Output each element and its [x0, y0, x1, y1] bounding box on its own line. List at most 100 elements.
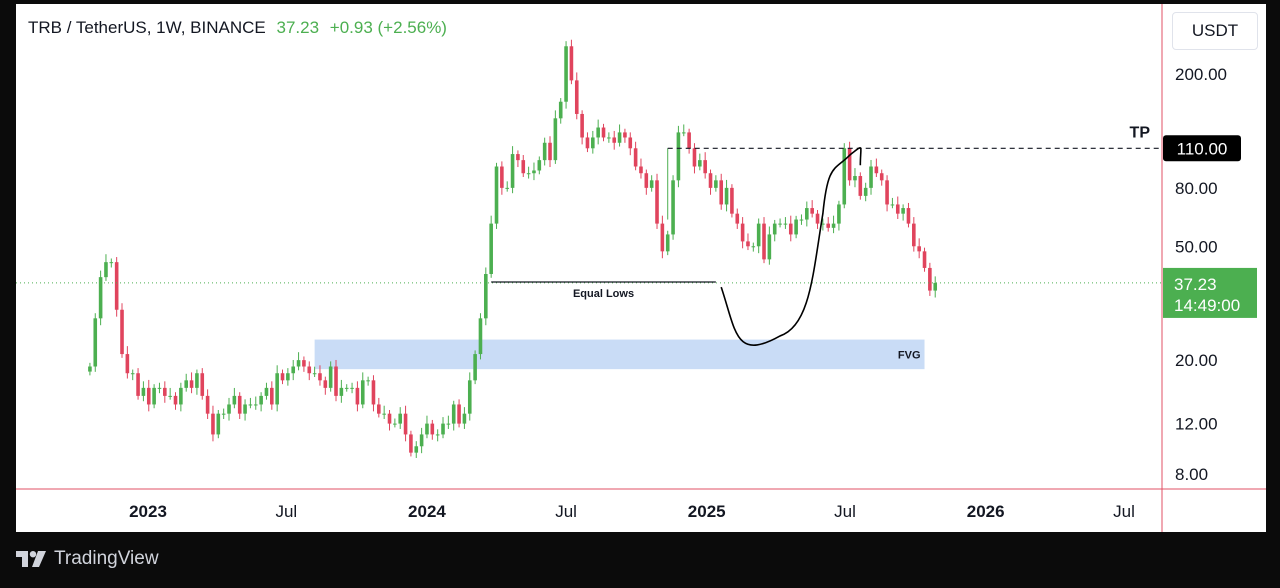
candle: [548, 136, 552, 168]
candle: [120, 303, 124, 358]
candle-body: [141, 387, 146, 396]
candle-body: [227, 404, 231, 414]
candle: [216, 409, 221, 439]
candle-body: [847, 148, 852, 181]
candle: [243, 399, 247, 421]
candle-body: [730, 187, 734, 214]
candle-body: [580, 113, 584, 138]
tradingview-logo-icon: [16, 551, 46, 567]
candle: [933, 276, 938, 298]
candle-body: [569, 46, 574, 81]
candle: [398, 407, 403, 429]
candle-body: [676, 132, 681, 181]
candle: [248, 397, 253, 409]
tp-price-label: 110.00: [1177, 139, 1228, 158]
candle: [114, 257, 119, 317]
candle-body: [810, 208, 814, 214]
candle: [382, 405, 386, 419]
candle: [794, 215, 798, 239]
candle-body: [350, 387, 354, 389]
candle: [601, 123, 606, 142]
x-tick-label: Jul: [834, 502, 856, 521]
candle-body: [478, 318, 483, 355]
candle-body: [783, 223, 788, 225]
candle-body: [815, 213, 820, 224]
candle-body: [425, 423, 429, 435]
brand-name: TradingView: [54, 548, 159, 569]
candle-body: [125, 354, 130, 374]
candle-body: [623, 132, 627, 138]
candle-body: [692, 148, 697, 167]
candle-body: [821, 223, 825, 225]
candle: [318, 365, 322, 386]
candle: [526, 166, 531, 179]
candle: [98, 270, 103, 326]
chart-canvas[interactable]: FVG Equal Lows TP 200.00 80.00 50.00 20.00 12…: [16, 4, 1266, 532]
candle-body: [799, 219, 804, 221]
candle-body: [617, 132, 622, 143]
candle: [858, 172, 863, 200]
candle: [703, 152, 707, 179]
candle: [312, 366, 317, 378]
candle: [735, 208, 740, 229]
candle: [179, 382, 183, 412]
candle: [334, 359, 338, 402]
candle-body: [200, 373, 205, 396]
candle: [307, 361, 312, 381]
candle: [494, 162, 499, 229]
candle-body: [526, 173, 531, 175]
candle-body: [366, 380, 370, 382]
currency-button[interactable]: USDT: [1172, 12, 1258, 50]
candle: [371, 375, 376, 412]
candle-body: [837, 204, 841, 224]
candle-body: [232, 395, 237, 405]
candle: [109, 258, 114, 268]
candle-body: [665, 234, 670, 252]
candle: [644, 169, 649, 195]
candle-body: [179, 387, 183, 405]
candle: [200, 368, 205, 400]
candle: [264, 382, 269, 400]
candle-body: [462, 413, 467, 424]
candle-body: [644, 173, 649, 188]
candle: [125, 346, 130, 379]
candle: [901, 204, 905, 221]
candle: [842, 143, 847, 209]
candle: [211, 405, 215, 442]
candle: [665, 230, 670, 256]
candle-body: [922, 251, 927, 268]
candle-body: [243, 404, 247, 414]
candle-body: [398, 413, 403, 424]
candle: [457, 399, 461, 428]
candle-body: [842, 148, 847, 205]
candle: [917, 238, 921, 259]
candle: [853, 168, 857, 188]
candle-body: [548, 142, 552, 161]
candle-body: [655, 180, 659, 224]
candle-body: [762, 223, 766, 260]
y-tick-label: 8.00: [1175, 465, 1208, 484]
candle-body: [184, 380, 189, 388]
candle: [778, 218, 782, 228]
x-tick-label: 2026: [967, 502, 1005, 521]
x-tick-label: 2025: [688, 502, 726, 521]
candle: [205, 389, 210, 419]
candle: [93, 313, 98, 372]
candle-body: [98, 277, 103, 319]
candle-body: [484, 274, 488, 319]
candle-body: [906, 208, 911, 224]
candle: [184, 373, 189, 392]
candle-body: [831, 223, 836, 228]
candle: [446, 415, 451, 429]
candle: [532, 162, 536, 181]
candle-body: [687, 132, 691, 149]
candle: [895, 196, 900, 219]
candle: [788, 215, 793, 242]
candle: [136, 368, 140, 400]
candle: [928, 262, 932, 296]
candle: [403, 405, 408, 442]
candle: [628, 132, 633, 156]
candle: [692, 143, 697, 174]
candle-body: [270, 387, 274, 405]
candle-body: [510, 154, 515, 188]
